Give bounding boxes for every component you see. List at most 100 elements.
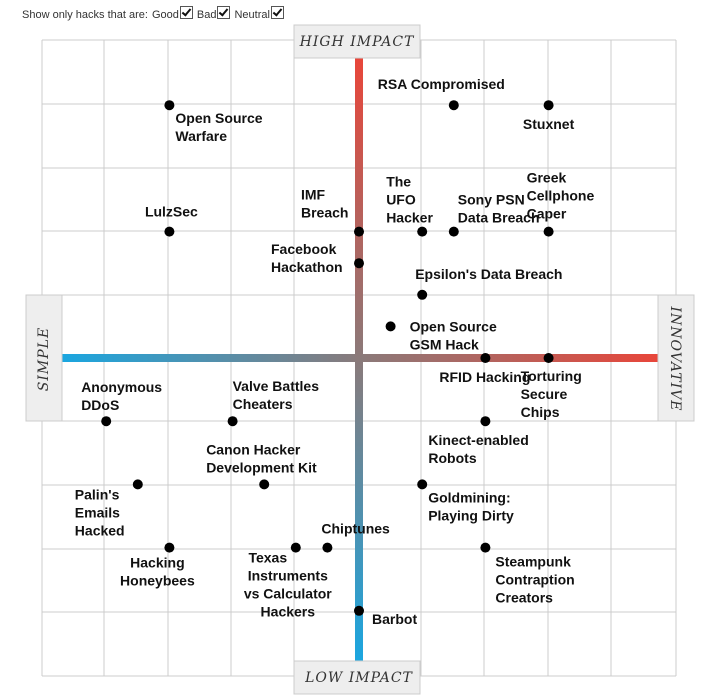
axis-labels: HIGH IMPACT LOW IMPACT SIMPLE INNOVATIVE [25,24,695,695]
data-point[interactable]: Anonymous DDoS [81,379,162,427]
data-point[interactable]: Canon Hacker Development Kit [206,441,317,490]
data-point-label-line: Cellphone [527,188,595,204]
data-point-label-line: Robots [428,450,476,466]
data-point-dot[interactable] [448,226,459,237]
filter-good-checkbox[interactable] [179,5,193,19]
data-point[interactable]: Kinect-enabled Robots [428,416,529,466]
data-point[interactable]: Goldmining: Playing Dirty [417,479,514,523]
data-point-dot[interactable] [164,226,175,237]
data-point-label-line: Hackathon [271,259,343,275]
data-point-dot[interactable] [543,226,554,237]
data-point-label-line: Facebook [271,241,337,257]
data-point[interactable]: Sony PSN Data Breach [448,192,540,237]
filter-bar: Show only hacks that are: Good Bad Neutr… [22,5,284,24]
data-point-label: Epsilon's Data Breach [415,266,562,282]
data-point-dot[interactable] [480,353,491,363]
data-point[interactable]: Valve Battles Cheaters [227,378,320,427]
data-point[interactable]: Barbot [354,605,417,627]
filter-neutral[interactable]: Neutral [234,5,284,22]
data-point[interactable]: Greek Cellphone Caper [527,170,595,237]
data-point-dot[interactable] [417,289,428,300]
data-point-label: Palin's Emails Hacked [75,486,125,538]
data-point-label-line: Valve Battles [233,378,320,394]
filter-good-label: Good [151,9,179,21]
data-point-label-line: Breach [301,205,348,221]
data-point[interactable]: Chiptunes [321,521,390,553]
data-point-dot[interactable] [417,226,428,237]
data-point-label: Stuxnet [523,116,575,132]
data-point-label: RFID Hacking [439,369,530,385]
data-point[interactable]: Open Source GSM Hack [385,318,497,352]
data-point-dot[interactable] [322,542,333,553]
data-point-label-line: Epsilon's Data Breach [415,266,562,282]
axis-label-simple: SIMPLE [36,327,52,391]
data-point-dot[interactable] [448,100,459,111]
data-point-dot[interactable] [354,605,364,616]
axis-label-high-impact: HIGH IMPACT [299,34,415,50]
data-point[interactable]: Open Source Warfare [164,100,263,144]
data-point-dot[interactable] [480,542,491,553]
filter-neutral-checkbox[interactable] [270,5,284,19]
data-point-label-line: DDoS [81,397,119,413]
data-point-dot[interactable] [164,100,175,111]
data-point-dot[interactable] [259,479,270,490]
data-point-dot[interactable] [543,353,554,363]
data-point-label-line: Canon Hacker [206,441,301,457]
data-point-label-line: Hacked [75,522,125,538]
data-point[interactable]: Facebook Hackathon [271,241,364,275]
data-point-dot[interactable] [227,416,238,427]
data-point-dot[interactable] [417,479,428,490]
data-point-label: Valve Battles Cheaters [233,378,320,412]
data-point-label-line: Torturing [521,368,582,384]
data-point-label-line: Texas [248,550,287,566]
data-point-dot[interactable] [354,226,364,237]
data-point-label-line: Open Source [175,110,262,126]
data-point-label-line: Chiptunes [321,521,390,537]
data-point[interactable]: Palin's Emails Hacked [75,479,143,538]
data-point-label: Goldmining: Playing Dirty [428,489,514,523]
axis-left-box: SIMPLE [25,294,63,422]
data-point-label-line: Contraption [495,572,574,588]
data-point[interactable]: Epsilon's Data Breach [415,266,562,300]
data-point-label-line: Emails [75,504,120,520]
data-point[interactable]: RFID Hacking [439,353,530,385]
data-point-dot[interactable] [101,416,112,427]
axis-right-box: INNOVATIVE [657,294,695,422]
data-point-label-line: Creators [495,590,553,606]
data-point-dot[interactable] [543,100,554,111]
data-point-label: Barbot [372,611,417,627]
data-point-label-line: Anonymous [81,379,162,395]
data-point[interactable]: RSA Compromised [378,76,505,111]
filter-bad-checkbox[interactable] [217,5,231,19]
data-point-label-line: Kinect-enabled [428,432,528,448]
filter-bad-label: Bad [196,9,217,21]
data-point-label: LulzSec [145,204,198,220]
data-point-dot[interactable] [164,542,175,553]
data-point[interactable]: Stuxnet [523,100,575,132]
data-point[interactable]: The UFO Hacker [386,174,433,237]
filter-bad[interactable]: Bad [196,5,231,22]
data-point[interactable]: Torturing Secure Chips [521,353,582,420]
data-point-label-line: Stuxnet [523,116,575,132]
data-point-dot[interactable] [354,258,364,269]
data-point-label-line: GSM Hack [410,336,479,352]
data-point-label-line: Secure [521,386,568,402]
data-point[interactable]: Steampunk Contraption Creators [480,542,575,606]
data-point-label-line: Instruments [248,568,328,584]
data-point-dot[interactable] [290,542,301,553]
data-point-label-line: The [386,174,411,190]
data-point-dot[interactable] [385,321,396,332]
data-point-label: Greek Cellphone Caper [527,170,595,222]
data-point-dot[interactable] [132,479,143,490]
filter-good[interactable]: Good [151,5,193,22]
data-point[interactable]: Texas Instruments vs Calculator Hackers [244,542,332,620]
data-point[interactable]: IMF Breach [301,187,364,237]
data-point-dot[interactable] [480,416,491,427]
data-point[interactable]: LulzSec [145,204,198,237]
filter-neutral-label: Neutral [234,9,270,21]
data-point-label: IMF Breach [301,187,348,221]
data-point-label-line: Cheaters [233,396,293,412]
data-point-label-line: Playing Dirty [428,507,514,523]
data-point[interactable]: Hacking Honeybees [120,542,195,589]
axis-bottom-box: LOW IMPACT [293,660,421,695]
